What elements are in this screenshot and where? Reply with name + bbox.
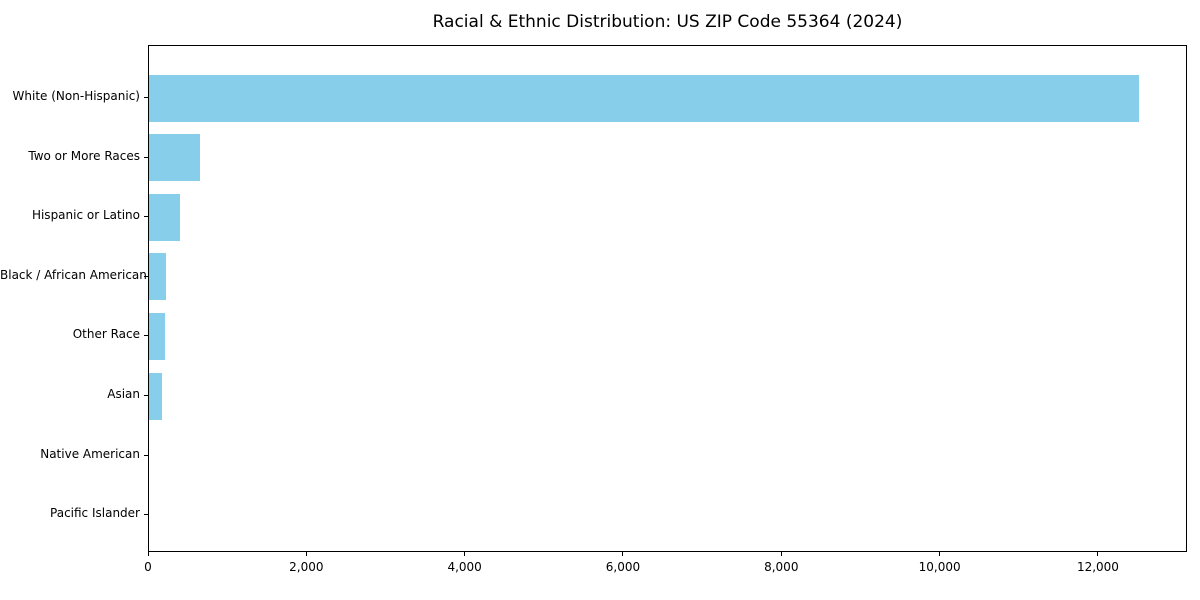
y-axis-tick xyxy=(144,275,148,277)
x-axis-tick xyxy=(939,552,941,556)
bar-white-non-hispanic xyxy=(149,74,1139,122)
x-axis-tick-label: 12,000 xyxy=(1076,560,1119,574)
y-axis-tick xyxy=(144,335,148,337)
y-axis-label-native-american: Native American xyxy=(40,446,140,461)
bar-asian xyxy=(149,372,163,420)
x-axis-tick xyxy=(1097,552,1099,556)
x-axis-tick xyxy=(305,552,307,556)
plot-area xyxy=(148,45,1187,552)
x-axis-tick-label: 6,000 xyxy=(605,560,641,574)
x-axis-tick xyxy=(780,552,782,556)
bar-other-race xyxy=(149,312,166,360)
x-axis-tick-label: 0 xyxy=(144,560,152,574)
x-axis-tick-label: 4,000 xyxy=(447,560,482,574)
x-axis-tick xyxy=(464,552,466,556)
y-axis-label-pacific-islander: Pacific Islander xyxy=(50,506,140,521)
chart-title: Racial & Ethnic Distribution: US ZIP Cod… xyxy=(432,12,903,32)
bar-hispanic-or-latino xyxy=(149,193,181,241)
x-axis-tick-label: 8,000 xyxy=(764,560,799,574)
y-axis-label-black-african-american: Black / African American xyxy=(0,267,147,282)
y-axis-tick xyxy=(144,395,148,396)
x-axis-tick xyxy=(622,552,624,556)
y-axis-label-other-race: Other Race xyxy=(72,327,140,342)
y-axis-tick xyxy=(144,156,148,158)
y-axis-label-two-or-more-races: Two or More Races xyxy=(28,148,140,163)
y-axis-tick xyxy=(144,216,148,218)
bar-two-or-more-races xyxy=(149,134,201,182)
x-axis-tick-label: 10,000 xyxy=(918,560,961,574)
y-axis-tick xyxy=(144,454,148,456)
y-axis-tick xyxy=(144,514,148,516)
y-axis-label-white-non-hispanic: White (Non-Hispanic) xyxy=(12,89,140,103)
x-axis-tick-label: 2,000 xyxy=(289,560,324,574)
y-axis-label-asian: Asian xyxy=(107,387,140,401)
bar-black-african-american xyxy=(149,253,166,301)
x-axis-tick xyxy=(147,552,149,556)
y-axis-label-hispanic-or-latino: Hispanic or Latino xyxy=(31,208,140,223)
y-axis-tick xyxy=(144,97,148,98)
